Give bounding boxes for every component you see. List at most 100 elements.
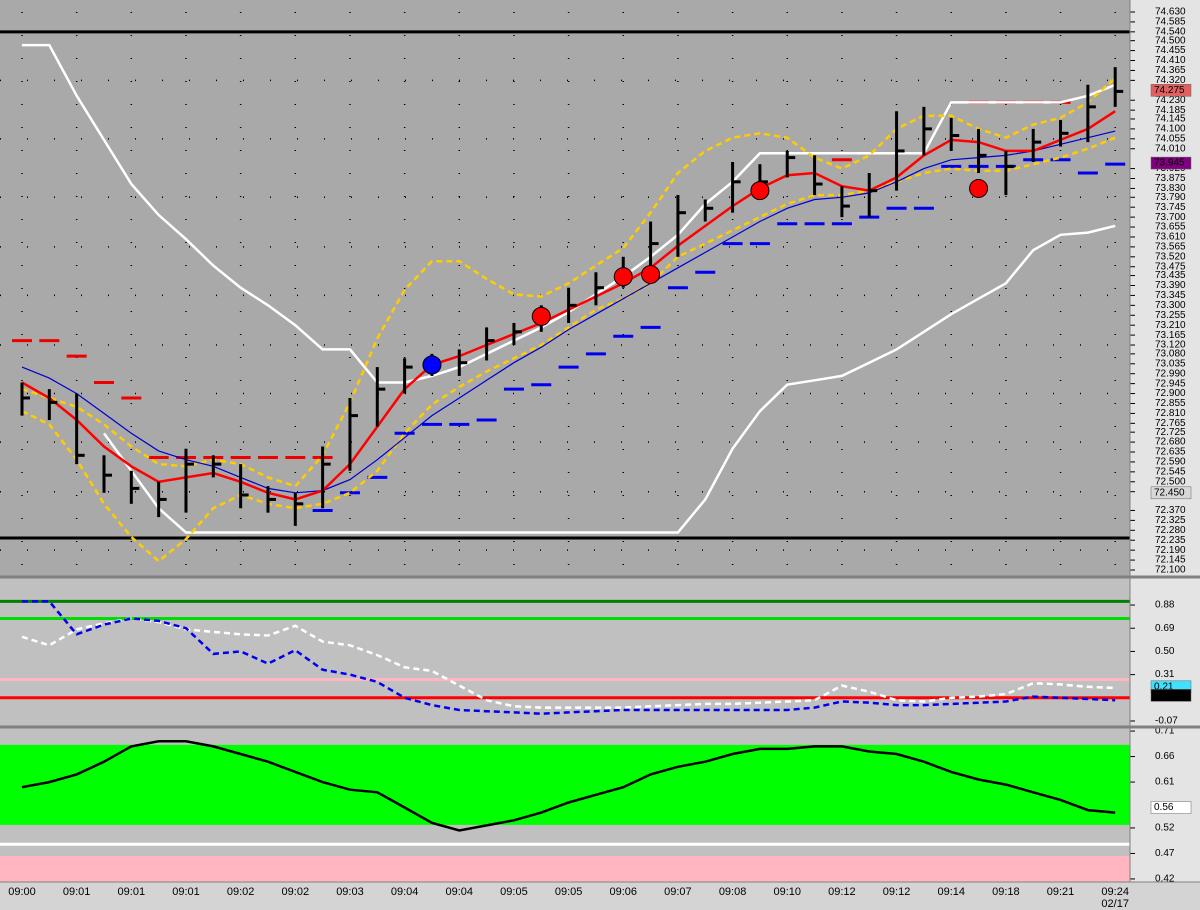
signal-marker [531, 306, 551, 326]
price-tag-label: 74.275 [1154, 85, 1185, 96]
y-tick-label: 0.47 [1155, 848, 1175, 859]
band [0, 855, 1130, 882]
y-tick-label: 72.635 [1155, 447, 1186, 458]
y-tick-label: 74.540 [1155, 26, 1186, 37]
x-tick-label: 09:07 [664, 886, 692, 898]
y-tick-label: -0.07 [1155, 716, 1178, 727]
y-tick-label: 73.700 [1155, 212, 1186, 223]
price-tag [1150, 156, 1192, 170]
x-tick-label: 09:05 [500, 886, 528, 898]
y-tick-label: 0.88 [1155, 600, 1175, 611]
y-tick-label: 73.435 [1155, 270, 1186, 281]
y-tick-label: 74.145 [1155, 114, 1186, 125]
indicator-line [22, 600, 1116, 715]
y-tick-label: 0.52 [1155, 823, 1175, 834]
y-tick-label: 73.520 [1155, 251, 1186, 262]
y-tick-label: 72.325 [1155, 515, 1186, 526]
y-tick-label: 0.42 [1155, 874, 1175, 885]
y-tick-label: 0.31 [1155, 669, 1175, 680]
y-tick-label: 72.990 [1155, 368, 1186, 379]
x-tick-label: 09:00 [8, 886, 36, 898]
y-tick-label: 72.235 [1155, 535, 1186, 546]
y-tick-label: 73.165 [1155, 330, 1186, 341]
band [0, 744, 1130, 825]
x-tick-label: 09:04 [391, 886, 419, 898]
y-tick-label: 73.745 [1155, 202, 1186, 213]
x-tick-label: 09:02 [227, 886, 255, 898]
y-tick-label: 73.610 [1155, 232, 1186, 243]
y-tick-label: 72.545 [1155, 466, 1186, 477]
y-tick-label: 72.900 [1155, 388, 1186, 399]
y-tick-label: 0.66 [1155, 751, 1175, 762]
y-tick-label: 73.345 [1155, 290, 1186, 301]
x-tick-label: 09:08 [719, 886, 747, 898]
price-tag-label: 0.21 [1154, 681, 1174, 692]
y-tick-label: 73.475 [1155, 261, 1186, 272]
price-tag [1150, 801, 1192, 814]
x-tick-label: 09:14 [937, 886, 965, 898]
x-tick-label: 09:05 [555, 886, 583, 898]
y-tick-label: 74.320 [1155, 75, 1186, 86]
signal-marker [422, 355, 442, 375]
indicator-line [21, 617, 1116, 709]
x-tick-label: 09:21 [1047, 886, 1075, 898]
x-tick-label: 09:12 [883, 886, 911, 898]
price-tag-label: 72.450 [1154, 487, 1185, 498]
indicator-line [21, 136, 1116, 563]
y-tick-label: 73.830 [1155, 183, 1186, 194]
y-tick-label: 72.680 [1155, 437, 1186, 448]
y-tick-label: 74.230 [1155, 95, 1186, 106]
signal-marker [613, 267, 633, 287]
y-tick-label: 72.725 [1155, 427, 1186, 438]
y-tick-label: 0.69 [1155, 623, 1175, 634]
y-tick-label: 74.010 [1155, 143, 1186, 154]
x-tick-label: 09:24 [1101, 886, 1129, 898]
y-tick-label: 72.370 [1155, 505, 1186, 516]
y-tick-label: 74.455 [1155, 45, 1186, 56]
y-tick-label: 73.300 [1155, 300, 1186, 311]
price-tag-label: 0.56 [1154, 802, 1174, 813]
y-tick-label: 0.50 [1155, 646, 1175, 657]
y-tick-label: 74.365 [1155, 65, 1186, 76]
y-tick-label: 73.875 [1155, 173, 1186, 184]
y-tick-label: 74.185 [1155, 105, 1186, 116]
y-tick-label: 73.655 [1155, 222, 1186, 233]
y-tick-label: 74.630 [1155, 7, 1186, 18]
x-tick-label: 09:04 [446, 886, 474, 898]
y-tick-label: 74.055 [1155, 133, 1186, 144]
y-tick-label: 73.080 [1155, 348, 1186, 359]
signal-marker [969, 178, 989, 198]
indicator-line [21, 77, 1117, 488]
signal-marker [641, 264, 661, 284]
date-label: 02/17 [1101, 898, 1129, 910]
y-tick-label: 73.790 [1155, 192, 1186, 203]
y-tick-label: 73.565 [1155, 242, 1186, 253]
y-tick-label: 72.280 [1155, 525, 1186, 536]
y-tick-label: 72.855 [1155, 398, 1186, 409]
signal-marker [750, 181, 770, 201]
indicator-line [102, 224, 1116, 534]
x-tick-label: 09:03 [336, 886, 364, 898]
x-tick-label: 09:12 [828, 886, 856, 898]
y-tick-label: 72.190 [1155, 545, 1186, 556]
panel-background [0, 0, 1130, 576]
y-tick-label: 0.71 [1155, 726, 1175, 737]
y-tick-label: 72.145 [1155, 555, 1186, 566]
y-tick-label: 73.390 [1155, 280, 1186, 291]
y-tick-label: 74.500 [1155, 35, 1186, 46]
y-tick-label: 73.255 [1155, 310, 1186, 321]
y-tick-label: 74.100 [1155, 124, 1186, 135]
y-tick-label: 72.765 [1155, 418, 1186, 429]
indicator-line [21, 130, 1116, 494]
price-tag [1150, 84, 1192, 97]
price-tag [1150, 486, 1192, 500]
y-tick-label: 72.590 [1155, 457, 1186, 468]
y-tick-label: 73.120 [1155, 340, 1186, 351]
y-tick-label: 73.035 [1155, 358, 1186, 369]
y-tick-label: 73.210 [1155, 320, 1186, 331]
y-tick-label: 72.500 [1155, 476, 1186, 487]
y-tick-label: 74.410 [1155, 55, 1186, 66]
x-tick-label: 09:10 [773, 886, 801, 898]
